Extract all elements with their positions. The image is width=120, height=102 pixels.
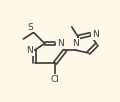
Text: N: N bbox=[92, 30, 99, 39]
Text: S: S bbox=[27, 23, 33, 32]
Text: Cl: Cl bbox=[51, 75, 59, 84]
Text: N: N bbox=[26, 46, 33, 55]
Text: N: N bbox=[57, 39, 64, 48]
Text: N: N bbox=[72, 39, 79, 48]
